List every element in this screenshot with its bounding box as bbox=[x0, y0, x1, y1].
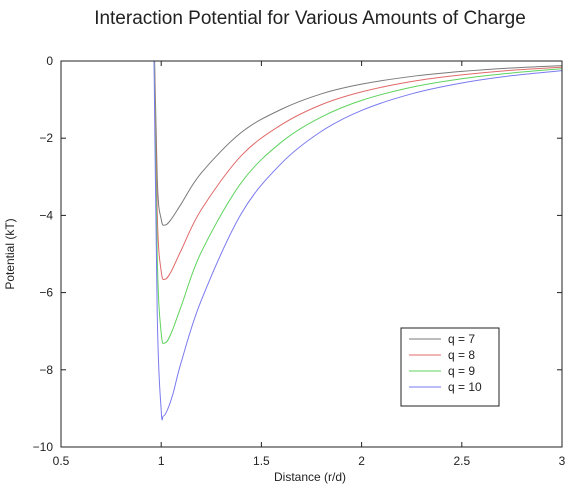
legend: q = 7 q = 8 q = 9 q = 10 bbox=[400, 327, 500, 407]
x-tick-label: 0.5 bbox=[53, 454, 70, 468]
tick-layer: 0.5 1 1.5 2 2.5 3 0 −2 −4 −6 −8 −10 bbox=[33, 54, 566, 468]
y-tick-label: 0 bbox=[46, 54, 53, 68]
series-line-4 bbox=[153, 61, 562, 421]
x-axis-label: Distance (r/d) bbox=[274, 470, 346, 484]
x-tick-label: 1.5 bbox=[253, 454, 270, 468]
series-layer bbox=[153, 61, 562, 421]
legend-label: q = 7 bbox=[448, 332, 475, 346]
y-tick-label: −10 bbox=[33, 440, 54, 454]
x-tick-label: 2 bbox=[358, 454, 365, 468]
y-axis-label: Potential (kT) bbox=[3, 218, 17, 289]
series-line-2 bbox=[153, 61, 562, 281]
legend-box bbox=[400, 327, 500, 407]
legend-label: q = 9 bbox=[448, 364, 475, 378]
x-tick-label: 2.5 bbox=[453, 454, 470, 468]
y-tick-label: −6 bbox=[39, 286, 53, 300]
series-line-1 bbox=[154, 61, 562, 226]
series-line-3 bbox=[153, 61, 562, 345]
legend-label: q = 8 bbox=[448, 348, 475, 362]
chart-title: Interaction Potential for Various Amount… bbox=[94, 8, 526, 29]
legend-label: q = 10 bbox=[448, 380, 482, 394]
plot-frame bbox=[60, 60, 563, 448]
y-tick-label: −8 bbox=[39, 363, 53, 377]
x-tick-label: 1 bbox=[158, 454, 165, 468]
y-tick-label: −2 bbox=[39, 131, 53, 145]
x-tick-label: 3 bbox=[559, 454, 566, 468]
y-tick-label: −4 bbox=[39, 208, 53, 222]
